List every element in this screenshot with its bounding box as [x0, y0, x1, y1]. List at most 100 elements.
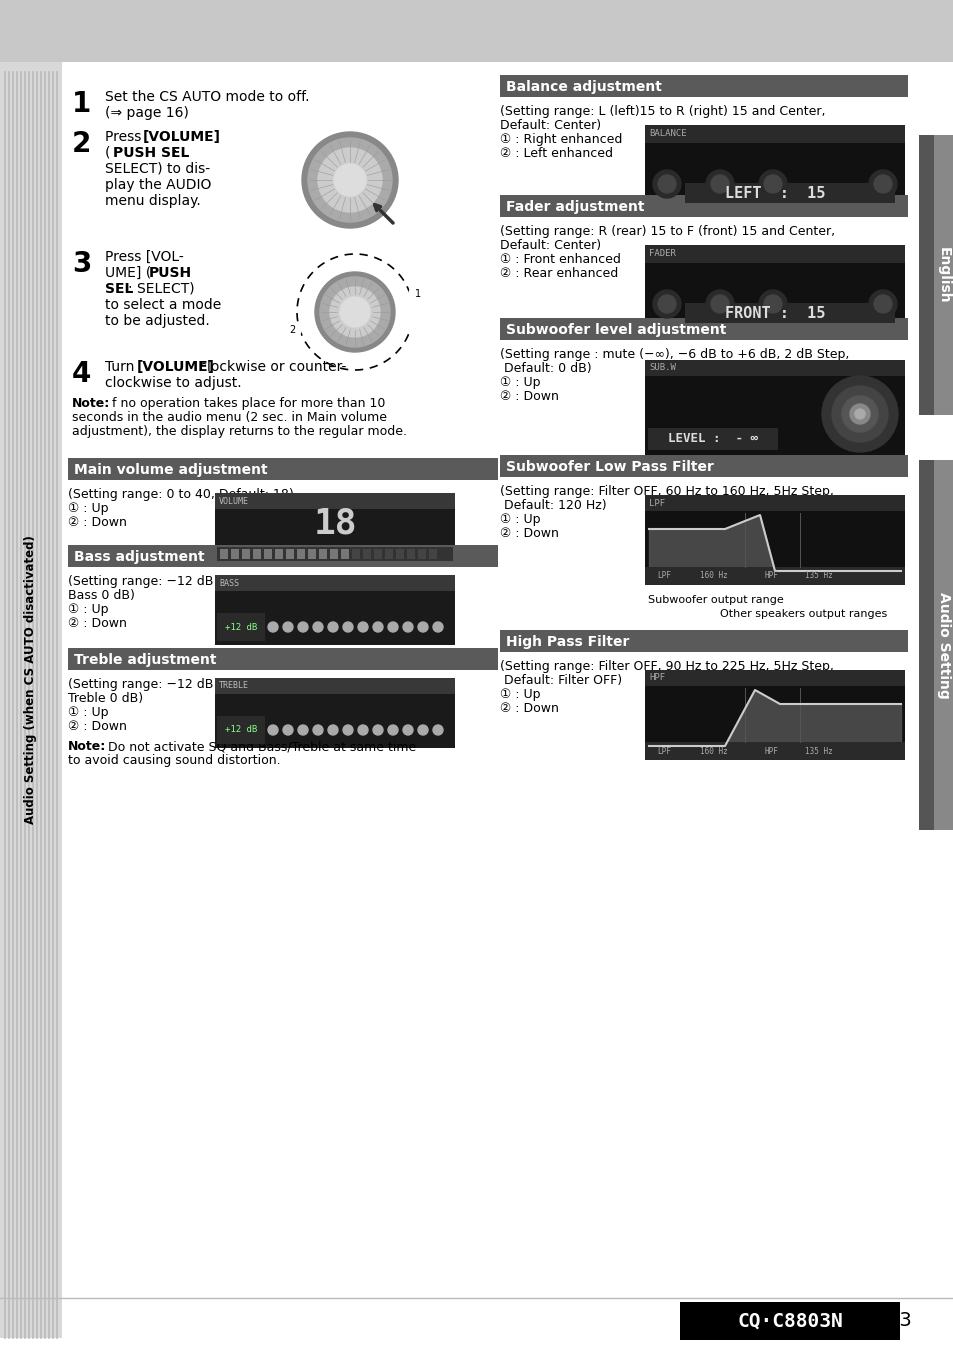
- Bar: [68, 648, 497, 670]
- Text: 2: 2: [289, 325, 294, 336]
- Text: HPF: HPF: [764, 747, 778, 755]
- Text: Note:: Note:: [71, 398, 111, 410]
- Text: ② : Down: ② : Down: [68, 516, 127, 528]
- Bar: [417, 549, 426, 559]
- Bar: [330, 549, 337, 559]
- Text: Turn: Turn: [105, 360, 138, 373]
- Bar: [918, 135, 933, 415]
- Text: adjustment), the display returns to the regular mode.: adjustment), the display returns to the …: [71, 425, 407, 438]
- Text: HPF: HPF: [648, 674, 664, 682]
- Circle shape: [313, 621, 323, 632]
- Text: (Setting range: Filter OFF, 60 Hz to 160 Hz, 5Hz Step,: (Setting range: Filter OFF, 60 Hz to 160…: [499, 485, 833, 497]
- Text: ② : Rear enhanced: ② : Rear enhanced: [499, 267, 618, 280]
- Text: English: English: [936, 247, 950, 303]
- Text: to select a mode: to select a mode: [105, 298, 221, 311]
- Bar: [644, 670, 904, 760]
- Circle shape: [873, 175, 891, 193]
- Text: Subwoofer level adjustment: Subwoofer level adjustment: [505, 324, 725, 337]
- Text: [VOLUME]: [VOLUME]: [143, 129, 221, 144]
- Circle shape: [317, 148, 381, 212]
- Bar: [684, 183, 894, 204]
- Text: BALANCE: BALANCE: [648, 129, 686, 139]
- Text: ① : Up: ① : Up: [68, 501, 109, 515]
- Text: Default: 0 dB): Default: 0 dB): [499, 363, 591, 375]
- Circle shape: [373, 621, 382, 632]
- Text: to be adjusted.: to be adjusted.: [105, 314, 210, 328]
- Text: Treble 0 dB): Treble 0 dB): [68, 692, 143, 705]
- Text: play the AUDIO: play the AUDIO: [105, 178, 212, 191]
- Bar: [0, 0, 953, 62]
- Bar: [644, 360, 904, 376]
- Text: seconds in the audio menu (2 sec. in Main volume: seconds in the audio menu (2 sec. in Mai…: [71, 411, 387, 425]
- Bar: [242, 549, 250, 559]
- Text: Default: Center): Default: Center): [499, 119, 600, 132]
- Bar: [407, 549, 415, 559]
- Bar: [644, 670, 904, 686]
- Text: LEFT  :  15: LEFT : 15: [724, 186, 824, 201]
- Circle shape: [314, 272, 395, 352]
- Bar: [499, 75, 907, 97]
- Bar: [264, 549, 272, 559]
- Bar: [216, 547, 453, 561]
- Bar: [385, 549, 393, 559]
- Text: Press: Press: [105, 129, 146, 144]
- Circle shape: [433, 725, 442, 735]
- Circle shape: [268, 621, 277, 632]
- Circle shape: [841, 396, 877, 431]
- Text: 135 Hz: 135 Hz: [804, 747, 832, 755]
- Text: +12 dB: +12 dB: [225, 725, 257, 735]
- Text: 1: 1: [71, 90, 91, 119]
- Circle shape: [868, 170, 896, 198]
- Circle shape: [763, 175, 781, 193]
- Circle shape: [283, 725, 293, 735]
- Bar: [214, 493, 455, 510]
- Circle shape: [831, 386, 887, 442]
- Circle shape: [873, 295, 891, 313]
- Bar: [0, 62, 62, 1339]
- Text: Balance adjustment: Balance adjustment: [505, 80, 661, 94]
- Bar: [644, 495, 904, 511]
- Circle shape: [705, 290, 733, 318]
- Text: clockwise to adjust.: clockwise to adjust.: [105, 376, 241, 390]
- Text: Subwoofer Low Pass Filter: Subwoofer Low Pass Filter: [505, 460, 713, 474]
- Bar: [214, 678, 455, 694]
- Bar: [352, 549, 359, 559]
- Bar: [918, 460, 933, 830]
- Text: SELECT) to dis-: SELECT) to dis-: [105, 162, 210, 177]
- Text: Note:: Note:: [68, 740, 106, 754]
- Bar: [644, 125, 904, 143]
- Bar: [216, 613, 265, 642]
- Circle shape: [357, 621, 368, 632]
- Circle shape: [313, 725, 323, 735]
- Text: LPF: LPF: [657, 747, 670, 755]
- Circle shape: [821, 376, 897, 452]
- Bar: [374, 549, 381, 559]
- Bar: [499, 630, 907, 652]
- Text: UME] (: UME] (: [105, 266, 152, 280]
- Text: (Setting range: L (left)15 to R (right) 15 and Center,: (Setting range: L (left)15 to R (right) …: [499, 105, 824, 119]
- Text: 1: 1: [415, 288, 420, 299]
- Bar: [499, 195, 907, 217]
- Text: ① : Up: ① : Up: [499, 514, 540, 526]
- Text: ② : Down: ② : Down: [499, 527, 558, 541]
- Bar: [933, 135, 953, 415]
- Text: BASS: BASS: [219, 578, 239, 588]
- Circle shape: [409, 284, 427, 303]
- Text: ② : Down: ② : Down: [499, 702, 558, 714]
- Text: Bass 0 dB): Bass 0 dB): [68, 589, 134, 603]
- Circle shape: [417, 621, 428, 632]
- Circle shape: [283, 321, 301, 338]
- Circle shape: [705, 170, 733, 198]
- Text: Subwoofer output range: Subwoofer output range: [647, 594, 783, 605]
- Bar: [933, 460, 953, 830]
- Circle shape: [763, 295, 781, 313]
- Bar: [231, 549, 239, 559]
- Bar: [679, 1302, 899, 1340]
- Text: 2: 2: [71, 129, 91, 158]
- Bar: [499, 456, 907, 477]
- Bar: [296, 549, 305, 559]
- Text: PUSH: PUSH: [149, 266, 192, 280]
- Text: 160 Hz: 160 Hz: [700, 572, 727, 581]
- Circle shape: [854, 408, 864, 419]
- Bar: [214, 576, 455, 590]
